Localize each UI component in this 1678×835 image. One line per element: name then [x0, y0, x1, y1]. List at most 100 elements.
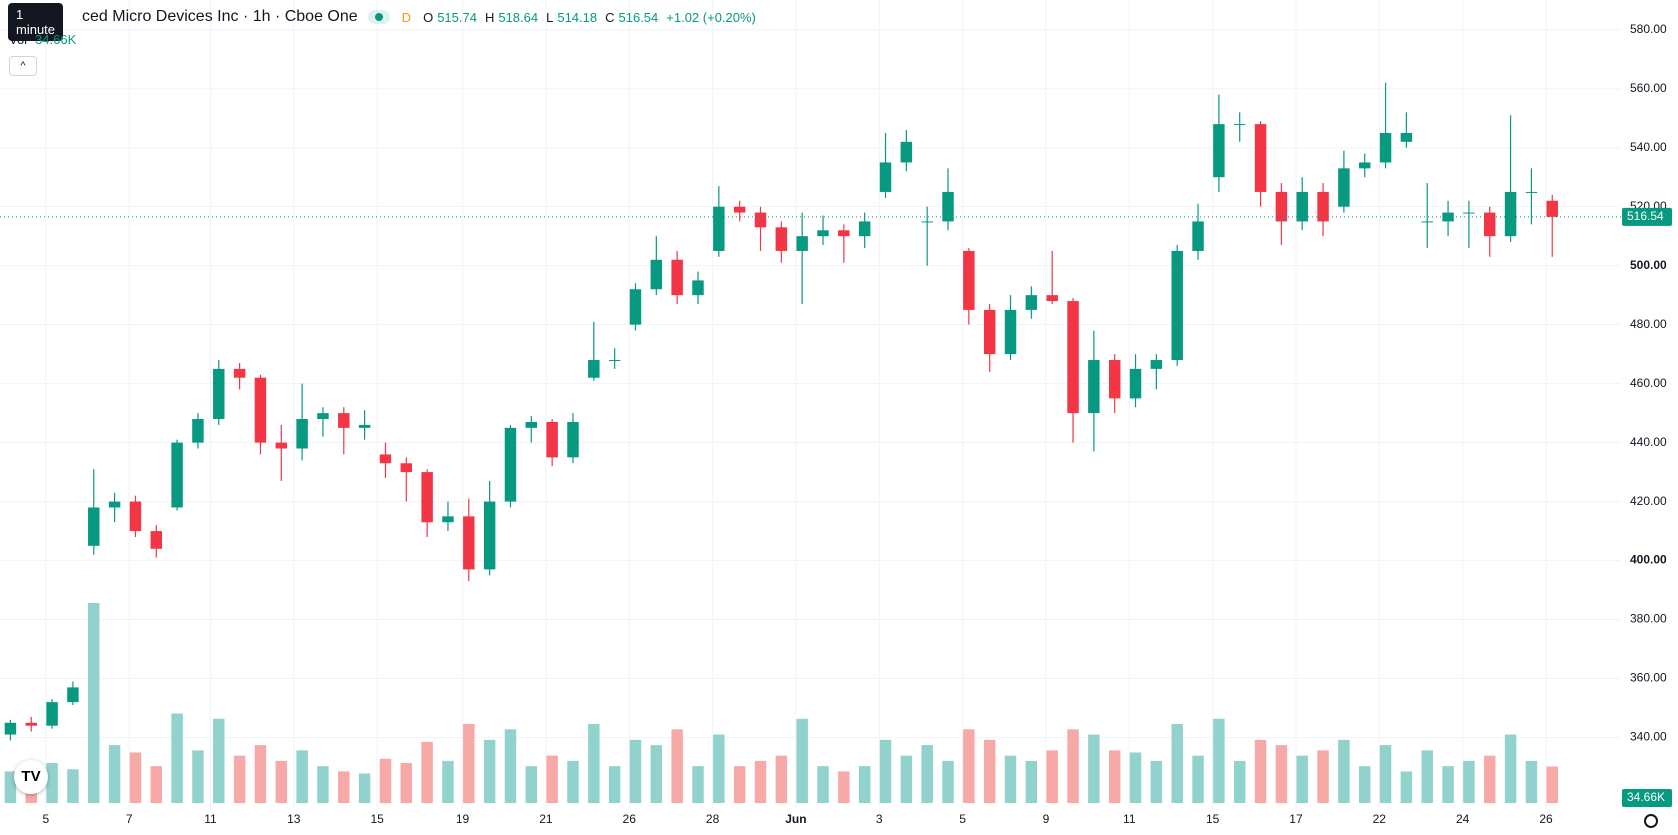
x-tick-label: 5 — [959, 812, 966, 826]
candle-body — [1379, 132, 1392, 163]
volume-bar — [1129, 752, 1142, 803]
candle-body — [1213, 124, 1225, 178]
volume-bar — [213, 718, 225, 803]
candle-body — [525, 421, 538, 428]
candle-body — [1546, 200, 1558, 217]
volume-bar — [1275, 745, 1288, 803]
collapse-button[interactable]: ^ — [9, 56, 37, 76]
candle-body — [1296, 191, 1308, 222]
volume-bar — [838, 771, 850, 803]
volume-bar — [1504, 734, 1517, 803]
volume-bar — [1025, 760, 1038, 803]
logo[interactable]: TV — [14, 760, 48, 794]
volume-bar — [942, 760, 954, 803]
volume-bar — [983, 739, 996, 803]
x-tick-label: 26 — [1539, 812, 1553, 826]
candle-body — [400, 463, 413, 473]
volume-bar — [692, 766, 704, 803]
volume-bar — [588, 724, 600, 803]
volume-bar — [296, 750, 308, 803]
volume-bar — [483, 739, 496, 803]
settings-icon[interactable] — [1644, 814, 1658, 828]
candle-body — [296, 419, 308, 449]
candle-body — [317, 413, 329, 420]
candle-body — [442, 516, 454, 523]
volume-bar — [879, 739, 892, 803]
volume-bar — [525, 766, 538, 803]
volume-bar — [4, 771, 17, 803]
ohlc-label: C — [605, 9, 615, 25]
tooltip: 1 minute — [8, 3, 64, 41]
volume-bar — [1338, 739, 1350, 803]
candle-body — [379, 454, 392, 464]
ohlc-value: 518.64 — [498, 9, 539, 25]
candle-body — [1400, 132, 1413, 142]
volume-bar — [317, 766, 329, 803]
x-tick-label: 11 — [1123, 812, 1136, 826]
candle-body — [671, 259, 683, 296]
candle-body — [463, 516, 475, 570]
volume-bar — [275, 760, 288, 803]
ohlc-label: H — [484, 9, 495, 25]
candle-body — [1129, 368, 1142, 399]
symbol-title: ced Micro Devices Inc · 1h · Cboe One — [82, 8, 358, 25]
candle-body — [4, 722, 17, 735]
x-tick-label: 13 — [287, 812, 301, 826]
candle-body — [192, 419, 204, 443]
ohlc-label: O — [423, 9, 434, 25]
candle-body — [483, 501, 496, 570]
candle-body — [858, 221, 871, 237]
volume-bar — [108, 745, 121, 803]
ohlc-value: 514.18 — [557, 9, 598, 25]
candle-body — [421, 472, 433, 523]
volume-bar — [775, 755, 788, 803]
volume-bar — [796, 718, 808, 803]
volume-bar — [1233, 760, 1246, 803]
x-tick-label: 22 — [1373, 812, 1387, 826]
candle-body — [1088, 360, 1100, 414]
volume-bar — [442, 760, 454, 803]
x-tick-label: 28 — [706, 812, 720, 826]
candle-body — [1525, 191, 1538, 193]
market-status[interactable] — [367, 10, 390, 24]
candle-body — [838, 230, 850, 237]
x-tick-label: 17 — [1289, 812, 1303, 826]
candle-body — [567, 421, 579, 458]
volume-bar — [1150, 760, 1163, 803]
volume-bar — [1546, 766, 1558, 803]
volume-bar — [733, 766, 746, 803]
x-tick-label: 21 — [539, 812, 553, 826]
candle-body — [692, 280, 704, 296]
volume-bar — [1171, 724, 1183, 803]
volume-bar — [421, 741, 433, 803]
volume-bar — [254, 745, 267, 803]
candle-body — [796, 236, 808, 251]
y-tick-label: 420.00 — [1630, 494, 1667, 508]
candle-body — [129, 501, 142, 532]
candle-body — [108, 501, 121, 508]
candle-body — [1317, 191, 1329, 222]
candle-body — [1150, 360, 1163, 369]
volume-bar — [400, 763, 413, 803]
candle-body — [1025, 295, 1038, 310]
candle-body — [1233, 124, 1246, 126]
candle-body — [1192, 221, 1204, 251]
volume-bar — [858, 766, 871, 803]
y-tick-label: 580.00 — [1630, 22, 1667, 36]
candle-body — [1254, 124, 1267, 192]
x-tick-label: 5 — [42, 812, 49, 826]
volume-bar — [817, 766, 829, 803]
volume-bar — [1108, 750, 1121, 803]
volume-bar — [46, 763, 58, 803]
candle-body — [504, 427, 517, 502]
candle-body — [150, 531, 162, 549]
delay-flag: D — [401, 9, 412, 25]
x-tick-label: 19 — [456, 812, 470, 826]
candle-body — [1046, 295, 1058, 302]
ohlc-value: 515.74 — [437, 9, 477, 25]
volume-bar — [1484, 755, 1496, 803]
volume-bar — [921, 745, 933, 803]
candle-body — [629, 289, 642, 325]
change: +1.02 (+0.20%) — [666, 9, 756, 25]
